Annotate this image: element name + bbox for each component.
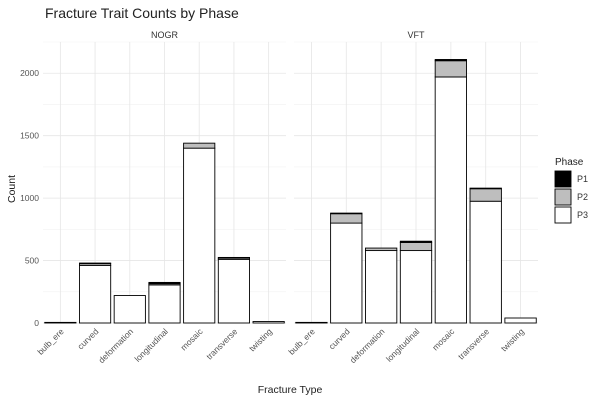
y-tick-label: 2000 <box>20 68 39 78</box>
x-tick-label: deformation <box>96 326 135 365</box>
bar-nogr-deformation-p3 <box>113 295 146 324</box>
x-tick-label: deformation <box>348 326 387 365</box>
y-tick-label: 1500 <box>20 131 39 141</box>
x-tick-label: longitudinal <box>132 326 170 364</box>
legend-key-p3 <box>554 206 572 224</box>
bar-nogr-transverse-p3 <box>217 258 251 324</box>
bar-nogr-bulb_ere-p3 <box>44 321 77 324</box>
x-tick-label: curved <box>327 326 352 351</box>
x-tick-label: bulb_ere <box>35 326 66 357</box>
legend-label-p2: P2 <box>577 192 588 202</box>
y-axis: 0 500 1000 1500 2000 <box>20 68 39 328</box>
x-tick-label: mosaic <box>430 326 457 353</box>
facet-label: NOGR <box>151 30 179 40</box>
chart-title: Fracture Trait Counts by Phase <box>45 5 239 21</box>
bar-vft-transverse-p3 <box>469 200 502 324</box>
x-tick-label: transverse <box>456 326 491 361</box>
x-tick-label: twisting <box>247 326 274 353</box>
bar-vft-transverse-p2 <box>469 188 502 202</box>
legend-key-p2 <box>554 188 572 206</box>
bar-vft-longitudinal-p1 <box>399 240 433 243</box>
legend-title: Phase <box>555 157 584 168</box>
bar-nogr-transverse-p1 <box>217 256 251 259</box>
y-tick-label: 500 <box>25 256 39 266</box>
x-tick-label: bulb_ere <box>286 326 317 357</box>
x-axis-title: Fracture Type <box>258 384 323 396</box>
bar-nogr-longitudinal-p3 <box>148 284 181 324</box>
y-tick-label: 1000 <box>20 193 39 203</box>
bar-vft-bulb_ere-p3 <box>295 321 328 324</box>
bar-vft-transverse-p1 <box>469 187 502 190</box>
bar-vft-mosaic-p2 <box>434 60 467 78</box>
bar-nogr-mosaic-p2 <box>183 142 216 149</box>
bar-nogr-mosaic-p3 <box>183 147 216 324</box>
x-tick-label: twisting <box>499 326 526 353</box>
x-tick-label: longitudinal <box>384 326 422 364</box>
facet-panel-vft: VFT bulb_ere curveddeformationlongitudinal… <box>286 30 538 365</box>
bar-vft-curved-p2 <box>330 213 363 224</box>
bar-vft-longitudinal-p3 <box>399 250 433 324</box>
bar-nogr-longitudinal-p1 <box>148 281 181 285</box>
legend-key-p1 <box>554 170 572 188</box>
x-tick-label: transverse <box>204 326 239 361</box>
x-tick-label: mosaic <box>179 326 206 353</box>
bar-nogr-curved-p1 <box>78 262 112 265</box>
bar-nogr-twisting-p3 <box>252 321 285 324</box>
y-tick-label: 0 <box>34 318 39 328</box>
bar-vft-deformation-p3 <box>365 250 398 324</box>
x-tick-label: curved <box>75 326 100 351</box>
bar-vft-mosaic-p1 <box>434 59 467 62</box>
bar-vft-twisting-p3 <box>504 317 537 324</box>
bar-vft-deformation-p2 <box>365 247 398 252</box>
facet-panel-nogr: NOGR bulb_ere curveddeformationlongitudina… <box>35 30 286 365</box>
bar-vft-curved-p1 <box>330 212 363 215</box>
legend-label-p3: P3 <box>577 210 588 220</box>
bar-nogr-curved-p3 <box>78 265 112 324</box>
legend-label-p1: P1 <box>577 174 588 184</box>
bar-vft-curved-p3 <box>330 222 363 324</box>
bar-vft-mosaic-p3 <box>434 76 467 324</box>
legend: Phase P1 P2 P3 <box>554 157 588 224</box>
bar-vft-longitudinal-p2 <box>399 241 433 252</box>
facet-label: VFT <box>408 30 426 40</box>
y-axis-title: Count <box>6 175 18 203</box>
